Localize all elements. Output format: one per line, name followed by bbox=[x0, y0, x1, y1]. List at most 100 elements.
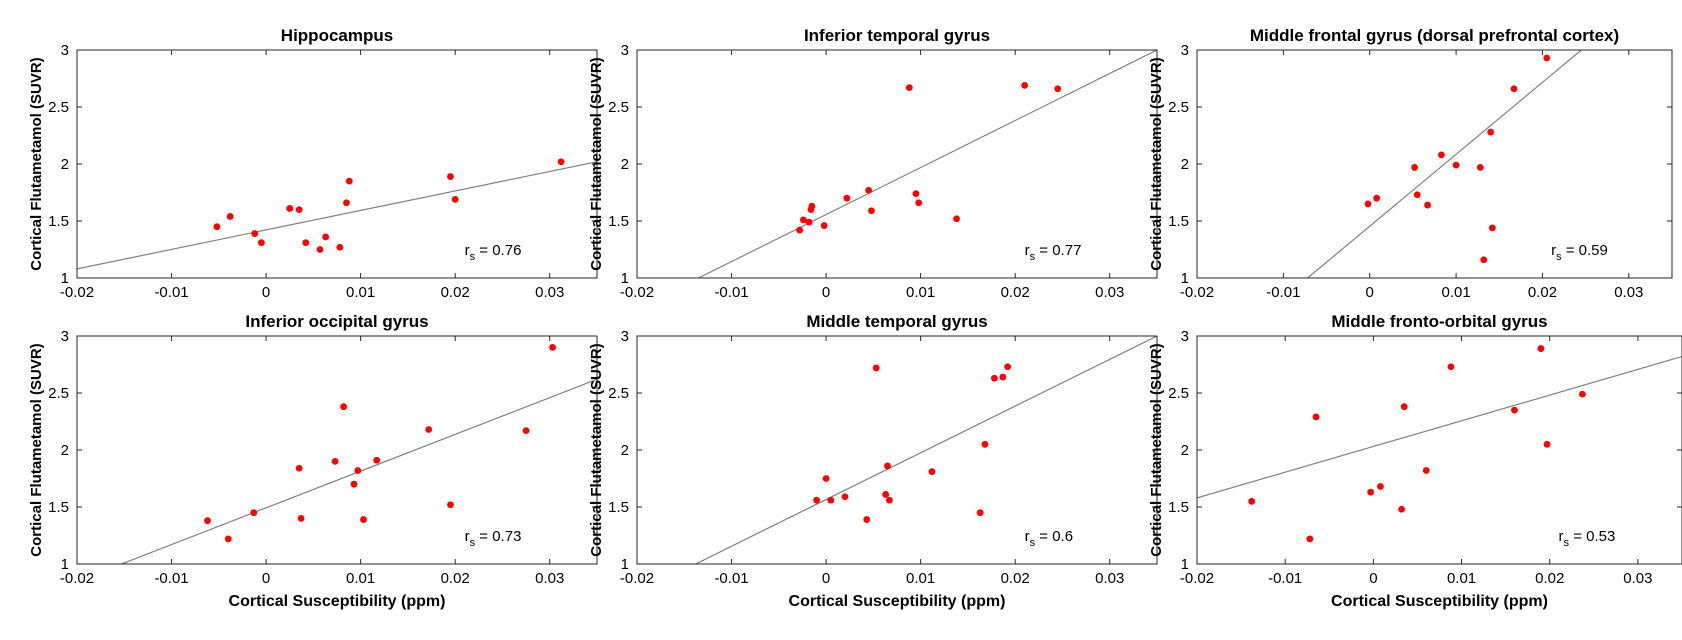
x-tick-label: 0.01 bbox=[346, 284, 375, 301]
data-point bbox=[224, 535, 232, 543]
y-tick-label: 2.5 bbox=[48, 385, 69, 402]
rs-annotation: rs = 0.73 bbox=[465, 528, 522, 549]
data-point bbox=[1413, 191, 1421, 199]
data-point bbox=[820, 222, 828, 229]
x-tick-label: 0.02 bbox=[441, 570, 470, 587]
x-tick-label: 0 bbox=[822, 570, 830, 587]
x-tick-label: -0.02 bbox=[60, 284, 94, 301]
fit-line bbox=[1197, 355, 1682, 499]
x-tick-label: 0.02 bbox=[1001, 284, 1030, 301]
y-tick-label: 3 bbox=[61, 328, 69, 345]
data-point bbox=[331, 458, 339, 465]
data-point bbox=[226, 213, 234, 220]
plot-area bbox=[77, 50, 597, 278]
x-tick-label: -0.01 bbox=[714, 570, 748, 587]
x-tick-label: -0.02 bbox=[620, 570, 654, 587]
y-tick-label: 2 bbox=[61, 156, 69, 173]
data-point bbox=[1021, 81, 1029, 89]
data-point bbox=[905, 84, 913, 92]
data-point bbox=[425, 426, 433, 433]
plot-area bbox=[77, 336, 597, 564]
fit-line bbox=[698, 50, 1157, 278]
x-tick-label: 0 bbox=[262, 570, 270, 587]
chart-title: Middle temporal gyrus bbox=[806, 312, 987, 331]
data-point bbox=[1424, 201, 1431, 209]
x-tick-label: 0 bbox=[822, 284, 830, 301]
x-axis-label: Cortical Susceptibility (ppm) bbox=[229, 593, 446, 610]
data-point bbox=[1511, 406, 1518, 414]
data-point bbox=[1543, 440, 1551, 448]
y-axis-label: Cortical Flutametamol (SUVR) bbox=[1148, 57, 1165, 270]
y-tick-label: 2.5 bbox=[608, 385, 629, 402]
data-point bbox=[827, 496, 835, 504]
panel-4: -0.02 -0.01 0 0.01 0.02 0.03 1 1.5 2 2.5 3 Inferior… bbox=[28, 312, 598, 610]
data-point bbox=[1398, 505, 1405, 513]
data-point bbox=[1487, 128, 1495, 136]
data-point bbox=[297, 515, 305, 522]
data-point bbox=[865, 186, 873, 194]
data-point bbox=[350, 480, 358, 488]
x-tick-label: 0.02 bbox=[1535, 570, 1564, 587]
plot-area bbox=[1197, 50, 1672, 278]
data-point bbox=[451, 195, 459, 203]
plot-area bbox=[637, 336, 1157, 564]
data-point bbox=[1004, 363, 1012, 371]
x-tick-label: 0.03 bbox=[1095, 570, 1124, 587]
panel-5: -0.02 -0.01 0 0.01 0.02 0.03 1 1.5 2 2.5 3 Middle t… bbox=[588, 312, 1158, 610]
data-point bbox=[549, 344, 556, 351]
data-point bbox=[251, 230, 259, 237]
data-point bbox=[841, 493, 849, 501]
data-point bbox=[813, 496, 821, 504]
x-tick-label: -0.01 bbox=[154, 284, 188, 301]
data-point bbox=[863, 516, 871, 523]
x-tick-label: -0.02 bbox=[1180, 284, 1214, 301]
y-tick-label: 1 bbox=[1181, 556, 1189, 573]
panel-3: -0.02 -0.01 0 0.01 0.02 0.03 1 1.5 2 2.5 3 Middle f… bbox=[1148, 26, 1673, 301]
x-tick-label: 0.01 bbox=[906, 284, 935, 301]
y-tick-label: 2 bbox=[621, 442, 629, 459]
y-tick-label: 2 bbox=[621, 156, 629, 173]
data-point bbox=[1447, 363, 1455, 371]
data-point bbox=[1422, 467, 1430, 474]
x-tick-label: 0.03 bbox=[535, 570, 564, 587]
y-tick-label: 2.5 bbox=[1168, 99, 1189, 116]
data-point bbox=[345, 177, 353, 185]
data-point bbox=[886, 496, 893, 504]
rs-annotation: rs = 0.59 bbox=[1551, 242, 1608, 263]
data-point bbox=[204, 517, 211, 525]
x-tick-label: 0.01 bbox=[1447, 570, 1476, 587]
data-point bbox=[1510, 85, 1518, 93]
chart-title: Inferior occipital gyrus bbox=[245, 312, 428, 331]
data-point bbox=[1411, 164, 1419, 171]
plot-area bbox=[637, 50, 1157, 278]
data-point bbox=[990, 374, 998, 382]
y-tick-label: 1 bbox=[61, 556, 69, 573]
data-point bbox=[1537, 345, 1545, 352]
y-tick-label: 3 bbox=[61, 42, 69, 59]
chart-title: Inferior temporal gyrus bbox=[804, 26, 990, 45]
data-point bbox=[447, 501, 454, 509]
rs-annotation: rs = 0.76 bbox=[465, 242, 522, 263]
y-tick-label: 1.5 bbox=[48, 213, 69, 230]
data-point bbox=[912, 190, 920, 198]
x-tick-label: -0.01 bbox=[154, 570, 188, 587]
data-point bbox=[557, 158, 565, 166]
x-tick-label: 0.01 bbox=[906, 570, 935, 587]
data-point bbox=[1480, 256, 1488, 264]
x-tick-label: 0.03 bbox=[1614, 284, 1643, 301]
y-tick-label: 1.5 bbox=[1168, 499, 1189, 516]
y-tick-label: 2.5 bbox=[608, 99, 629, 116]
x-tick-label: -0.02 bbox=[1180, 570, 1214, 587]
y-tick-label: 2 bbox=[1181, 442, 1189, 459]
y-tick-label: 1.5 bbox=[608, 213, 629, 230]
chart-title: Hippocampus bbox=[281, 26, 393, 45]
data-point bbox=[213, 223, 221, 231]
x-axis-label: Cortical Susceptibility (ppm) bbox=[1331, 593, 1548, 610]
panel-1: -0.02 -0.01 0 0.01 0.02 0.03 1 1.5 2 2.5 3 Hippocam… bbox=[28, 26, 598, 301]
y-tick-label: 3 bbox=[1181, 328, 1189, 345]
y-tick-label: 3 bbox=[621, 42, 629, 59]
y-tick-label: 2.5 bbox=[48, 99, 69, 116]
data-point bbox=[1248, 497, 1256, 505]
y-axis-label: Cortical Flutametamol (SUVR) bbox=[588, 57, 605, 270]
chart-title: Middle fronto-orbital gyrus bbox=[1331, 312, 1547, 331]
